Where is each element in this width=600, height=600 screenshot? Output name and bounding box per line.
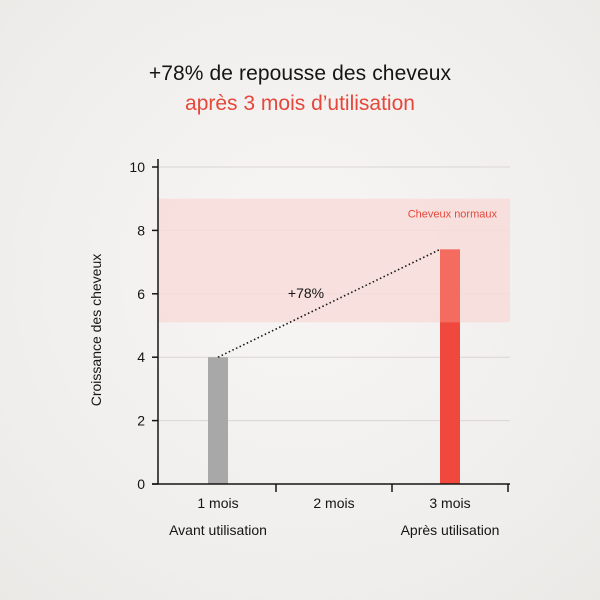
y-tick-label-10: 10: [129, 159, 145, 175]
labels-layer: 0 2 4 6 8 10 Cheveux normaux +78% 1 mois 2 mois 3 …: [88, 159, 499, 538]
y-axis-label: Croissance des cheveux: [88, 254, 104, 407]
chart-title: +78% de repousse des cheveux: [148, 62, 452, 85]
y-tick-label-6: 6: [137, 286, 145, 302]
chart-subtitle: après 3 mois d’utilisation: [185, 92, 415, 115]
x-category-label-2: 2 mois: [313, 495, 354, 511]
axes-layer: [152, 159, 510, 492]
y-tick-label-0: 0: [137, 476, 145, 492]
growth-annotation-label: +78%: [288, 285, 324, 301]
y-tick-label-8: 8: [137, 222, 145, 238]
bar-band-overlap: [440, 249, 460, 323]
x-category-label-3: 3 mois: [429, 495, 470, 511]
y-tick-label-4: 4: [137, 349, 145, 365]
x-category-label-1: 1 mois: [197, 495, 238, 511]
x-group-label-1: Avant utilisation: [169, 522, 267, 538]
y-tick-label-2: 2: [137, 413, 145, 429]
bars-layer: [208, 249, 460, 484]
bar-1-mois: [208, 357, 228, 484]
reference-band-label: Cheveux normaux: [408, 209, 498, 221]
x-group-label-3: Après utilisation: [401, 522, 500, 538]
growth-trend-line: [217, 248, 441, 358]
